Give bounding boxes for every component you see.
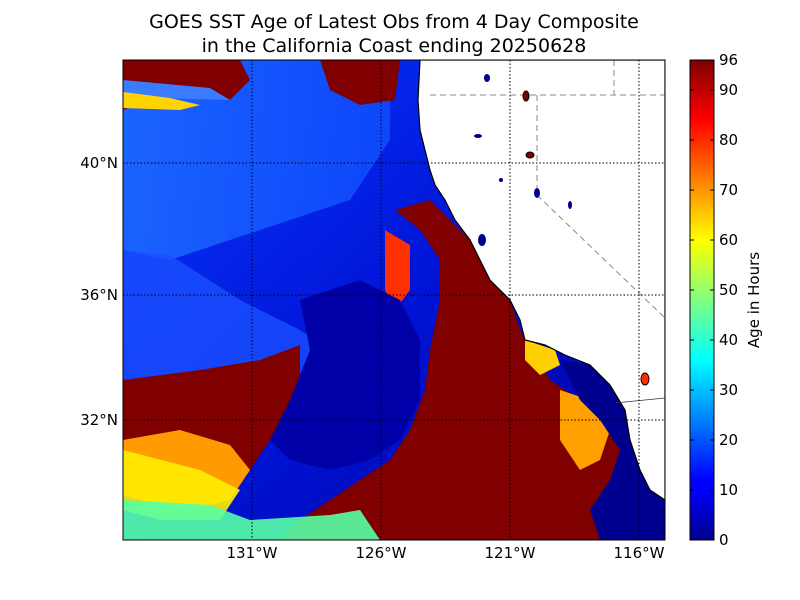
old-obs-north xyxy=(320,60,400,105)
colorbar-tick-label-80: 80 xyxy=(719,131,738,149)
border-mexico xyxy=(614,397,665,404)
colorbar-ticks: 0 10 20 30 40 50 60 70 80 90 96 xyxy=(690,51,738,549)
lake-1 xyxy=(522,90,530,102)
colorbar-tick-label-90: 90 xyxy=(719,81,738,99)
lon-label-116: 116°W xyxy=(614,544,665,562)
lake-5 xyxy=(474,134,482,138)
lat-labels: 40°N 36°N 32°N xyxy=(80,154,118,429)
obs-yellow-band xyxy=(123,92,200,110)
lake-3 xyxy=(484,74,490,82)
obs-orange-bight xyxy=(560,390,610,470)
lat-label-40: 40°N xyxy=(80,154,118,172)
colorbar-tick-label-40: 40 xyxy=(719,331,738,349)
colorbar-tick-label-70: 70 xyxy=(719,181,738,199)
colorbar-tick-label-10: 10 xyxy=(719,481,738,499)
map-title-line-1: GOES SST Age of Latest Obs from 4 Day Co… xyxy=(149,11,639,33)
lake-salton xyxy=(640,372,650,386)
lake-2 xyxy=(525,151,535,159)
ocean-central-lobe xyxy=(270,280,420,470)
lon-labels: 131°W 126°W 121°W 116°W xyxy=(227,544,665,562)
colorbar-tick-label-30: 30 xyxy=(719,381,738,399)
lake-tahoe xyxy=(534,188,540,198)
map-area xyxy=(123,60,665,540)
lake-6 xyxy=(499,178,503,182)
obs-red-coastal xyxy=(385,230,410,310)
graticule xyxy=(123,60,665,540)
colorbar-label: Age in Hours xyxy=(745,252,763,348)
colorbar-tick-label-20: 20 xyxy=(719,431,738,449)
ocean-north-region xyxy=(123,60,390,260)
land-california xyxy=(417,60,665,501)
obs-northwest-band xyxy=(123,80,230,100)
lon-label-131: 131°W xyxy=(227,544,278,562)
colorbar xyxy=(689,59,715,541)
lon-label-121: 121°W xyxy=(485,544,536,562)
map-title-line-2: in the California Coast ending 20250628 xyxy=(201,35,587,57)
lake-4 xyxy=(568,201,572,209)
lon-label-126: 126°W xyxy=(356,544,407,562)
map-frame xyxy=(122,59,666,541)
colorbar-tick-label-0: 0 xyxy=(719,531,729,549)
colorbar-tick-label-96: 96 xyxy=(719,51,738,69)
colorbar-tick-label-50: 50 xyxy=(719,281,738,299)
lake-7 xyxy=(478,234,486,246)
lat-label-36: 36°N xyxy=(80,286,118,304)
old-obs-coastal xyxy=(280,200,640,540)
lat-label-32: 32°N xyxy=(80,411,118,429)
colorbar-tick-label-60: 60 xyxy=(719,231,738,249)
